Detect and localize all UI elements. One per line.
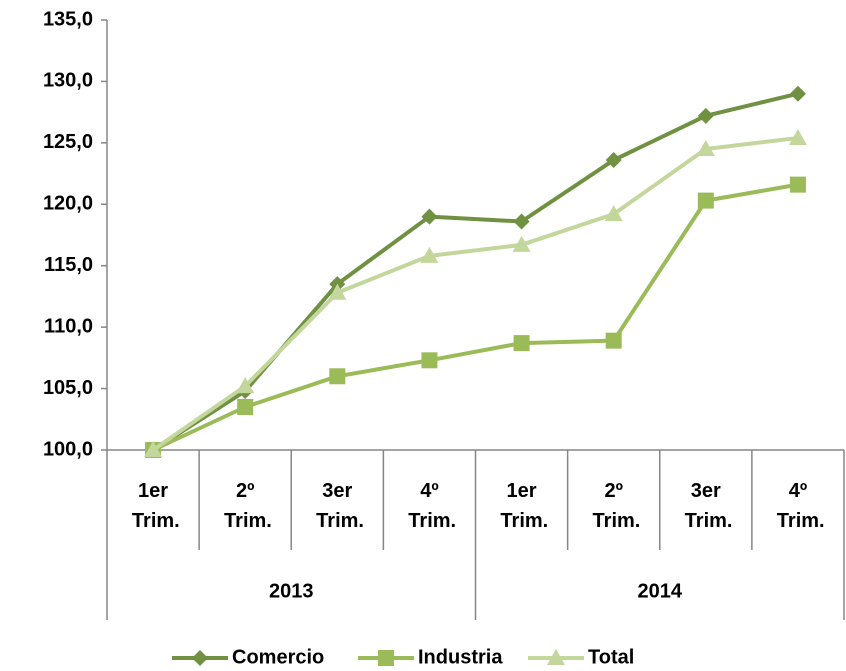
y-tick-label: 105,0 [43, 377, 93, 399]
point [697, 192, 714, 209]
y-tick-label: 115,0 [44, 254, 93, 276]
label-line: 2º [236, 480, 254, 502]
label-line: 4º [420, 480, 438, 502]
point [237, 399, 254, 415]
label-line: 2º [604, 480, 622, 502]
x-tick-label: 3er Trim. [679, 480, 732, 532]
point [513, 335, 530, 352]
point [789, 85, 806, 102]
x-tick-label: 1er Trim. [495, 480, 548, 532]
y-tick-label: 135,0 [43, 8, 93, 30]
label-line: 1er [507, 480, 537, 502]
point [144, 441, 163, 457]
x-tick-label: 4º Trim. [403, 480, 456, 532]
legend-label: Total [588, 646, 634, 668]
series-line [151, 91, 799, 452]
point [329, 368, 346, 385]
label-line: Trim. [679, 510, 732, 532]
point [696, 140, 715, 156]
point [605, 332, 622, 349]
legend-marker [378, 650, 394, 666]
label-line: Trim. [403, 510, 456, 532]
y-tick-label: 100,0 [43, 438, 93, 460]
point [236, 377, 255, 394]
label-line: 3er [691, 480, 721, 502]
point [789, 176, 806, 193]
point [604, 205, 623, 222]
legend-label: Industria [418, 646, 503, 668]
label-line: Trim. [126, 510, 179, 532]
point [421, 208, 438, 225]
legend-label: Comercio [232, 646, 324, 668]
x-tick-label: 4º Trim. [771, 480, 824, 532]
label-line: 1er [138, 480, 168, 502]
y-tick-label: 125,0 [43, 131, 93, 153]
group-label: 2014 [638, 580, 683, 602]
point [788, 128, 807, 145]
group-label: 2013 [269, 580, 314, 602]
point [605, 152, 622, 169]
y-tick-label: 130,0 [43, 70, 93, 92]
label-line: Trim. [219, 510, 272, 532]
point [328, 283, 347, 300]
legend-marker [192, 650, 208, 666]
y-tick-label: 120,0 [43, 193, 93, 215]
point [421, 352, 438, 369]
x-tick-label: 1er Trim. [126, 480, 179, 532]
legend-marker [547, 649, 565, 665]
point [697, 107, 714, 124]
label-line: 3er [322, 480, 352, 502]
series-line [152, 182, 799, 452]
series-line [151, 135, 799, 452]
label-line: Trim. [311, 510, 364, 532]
label-line: 4º [789, 480, 807, 502]
label-line: Trim. [771, 510, 824, 532]
x-tick-label: 3er Trim. [311, 480, 364, 532]
point [420, 246, 439, 263]
x-tick-label: 2º Trim. [587, 480, 640, 532]
label-line: Trim. [587, 510, 640, 532]
label-line: Trim. [495, 510, 548, 532]
y-tick-label: 110,0 [44, 315, 93, 337]
x-tick-label: 2º Trim. [219, 480, 272, 532]
point [512, 235, 531, 252]
point [513, 213, 530, 230]
